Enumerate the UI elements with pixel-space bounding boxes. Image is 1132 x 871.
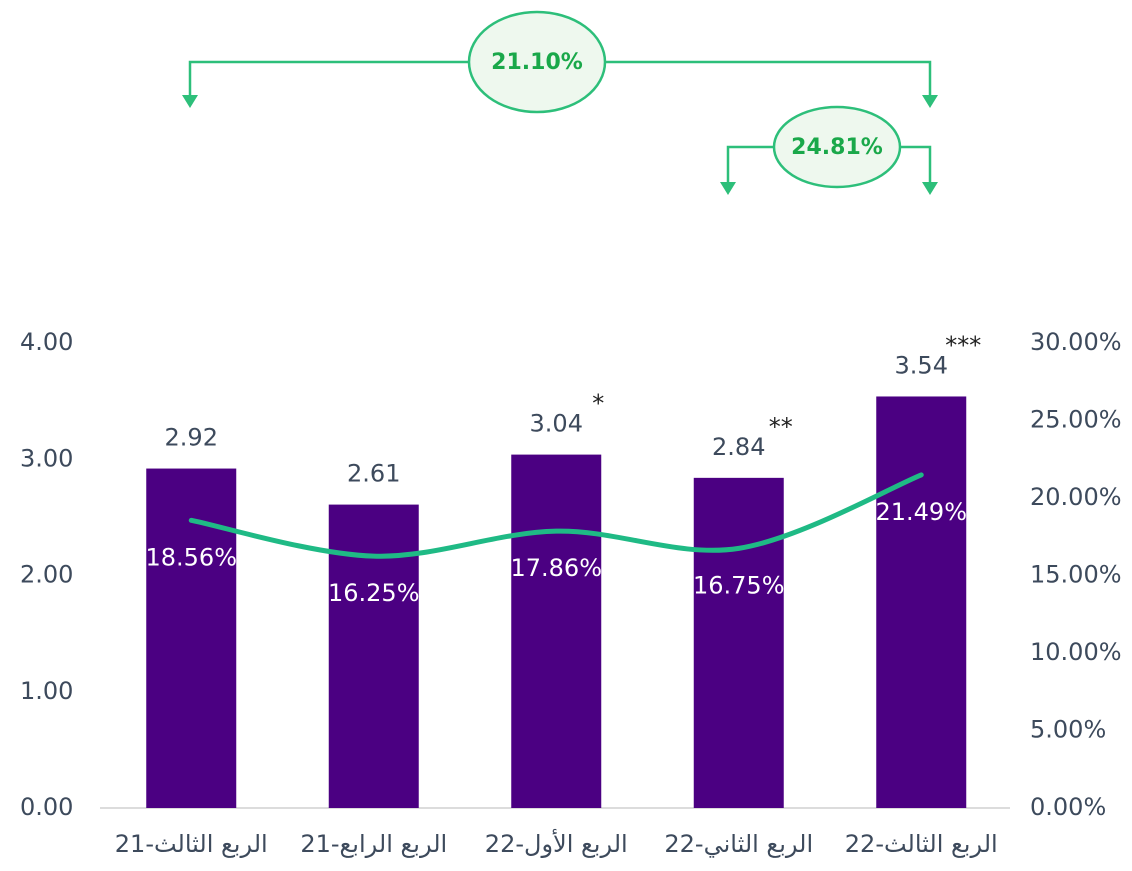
arrow-head [922,182,938,195]
line-value-label: 17.86% [510,554,602,582]
growth-label: 24.81% [791,135,883,160]
x-tick-label: الربع الثالث-22 [845,830,998,858]
y2-tick-label: 5.00% [1030,716,1106,744]
growth-label: 21.10% [491,50,583,75]
arrow-head [720,182,736,195]
bar-value-label: 2.84 [712,433,765,461]
y-tick-label: 2.00 [20,561,73,589]
x-tick-label: الربع الثالث-21 [115,830,268,858]
bar [328,504,419,808]
bar-note: * [592,390,604,418]
bar-value-label: 2.92 [165,424,218,452]
line-value-label: 16.25% [328,579,420,607]
bar [876,396,967,808]
y2-tick-label: 10.00% [1030,638,1122,666]
bar-value-label: 3.54 [895,351,948,379]
growth-arrows [182,10,938,195]
arrow-head [182,95,198,108]
line-value-label: 16.75% [693,571,785,599]
line-value-label: 21.49% [875,498,967,526]
y2-tick-label: 25.00% [1030,406,1122,434]
growth-bubble [467,10,607,114]
line-value-label: 18.56% [145,543,237,571]
y2-tick-label: 20.00% [1030,483,1122,511]
x-tick-label: الربع الرابع-21 [300,830,447,858]
bar [511,454,602,808]
bar-note: *** [945,331,981,359]
y-tick-label: 4.00 [20,328,73,356]
x-tick-label: الربع الثاني-22 [664,830,813,858]
growth-bubble [772,105,902,189]
y2-tick-label: 30.00% [1030,328,1122,356]
x-tick-label: الربع الأول-22 [485,829,628,858]
y-tick-label: 0.00 [20,793,73,821]
y2-tick-label: 0.00% [1030,793,1106,821]
bar-note: ** [769,413,793,441]
line [188,472,924,559]
arrow-head [922,95,938,108]
y-tick-label: 1.00 [20,677,73,705]
bar-value-label: 3.04 [530,410,583,438]
bar-value-label: 2.61 [347,460,400,488]
y2-tick-label: 15.00% [1030,561,1122,589]
bar [693,477,784,808]
y-tick-label: 3.00 [20,444,73,472]
